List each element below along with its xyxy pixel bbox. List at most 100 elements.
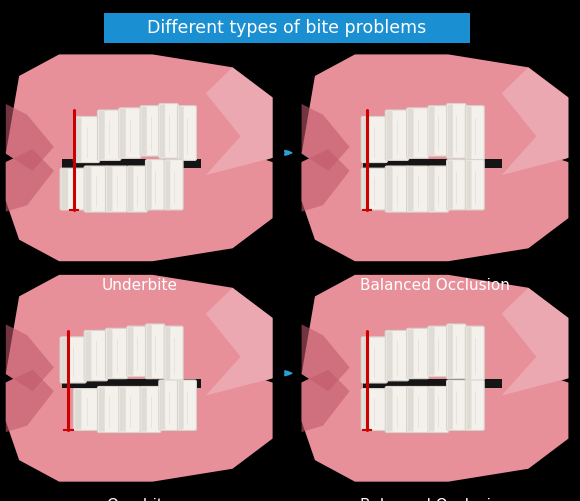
Polygon shape [6, 141, 273, 261]
FancyBboxPatch shape [146, 324, 165, 379]
FancyBboxPatch shape [361, 337, 387, 383]
FancyBboxPatch shape [99, 387, 105, 431]
FancyBboxPatch shape [60, 168, 86, 210]
Text: Different types of bite problems: Different types of bite problems [147, 19, 427, 37]
FancyBboxPatch shape [428, 386, 449, 432]
FancyBboxPatch shape [407, 108, 429, 158]
Text: Underbite: Underbite [101, 278, 177, 293]
FancyBboxPatch shape [465, 159, 484, 210]
Polygon shape [6, 325, 54, 391]
FancyBboxPatch shape [429, 107, 434, 155]
Polygon shape [502, 288, 568, 395]
FancyBboxPatch shape [165, 160, 171, 209]
FancyBboxPatch shape [407, 166, 429, 212]
FancyBboxPatch shape [385, 331, 409, 381]
FancyBboxPatch shape [75, 390, 81, 429]
FancyBboxPatch shape [179, 107, 184, 159]
FancyBboxPatch shape [408, 109, 414, 157]
Polygon shape [302, 370, 350, 432]
FancyBboxPatch shape [120, 109, 126, 157]
FancyBboxPatch shape [428, 106, 449, 156]
FancyBboxPatch shape [448, 325, 453, 378]
FancyBboxPatch shape [61, 338, 68, 382]
FancyBboxPatch shape [127, 166, 147, 212]
FancyBboxPatch shape [465, 326, 484, 381]
FancyBboxPatch shape [428, 166, 449, 212]
FancyBboxPatch shape [177, 106, 197, 160]
FancyBboxPatch shape [385, 110, 409, 160]
Polygon shape [6, 370, 54, 432]
FancyBboxPatch shape [74, 389, 100, 430]
FancyBboxPatch shape [408, 387, 414, 431]
FancyBboxPatch shape [147, 160, 152, 209]
FancyBboxPatch shape [119, 386, 141, 432]
FancyBboxPatch shape [97, 386, 121, 432]
FancyBboxPatch shape [408, 329, 414, 378]
FancyBboxPatch shape [106, 328, 128, 379]
Polygon shape [502, 67, 568, 175]
FancyBboxPatch shape [361, 116, 387, 162]
FancyBboxPatch shape [386, 111, 393, 159]
FancyBboxPatch shape [386, 387, 393, 431]
Polygon shape [302, 104, 350, 171]
Polygon shape [206, 67, 273, 175]
FancyBboxPatch shape [165, 327, 171, 380]
Text: Balanced Occlusion: Balanced Occlusion [360, 498, 510, 501]
FancyBboxPatch shape [75, 117, 81, 161]
FancyBboxPatch shape [386, 332, 393, 380]
Polygon shape [6, 104, 54, 171]
Polygon shape [302, 275, 568, 400]
Polygon shape [6, 149, 54, 212]
FancyBboxPatch shape [466, 381, 472, 429]
FancyBboxPatch shape [448, 160, 453, 209]
FancyBboxPatch shape [160, 105, 165, 157]
Polygon shape [6, 55, 273, 179]
FancyBboxPatch shape [465, 106, 484, 160]
Polygon shape [302, 149, 350, 212]
FancyBboxPatch shape [447, 159, 466, 210]
FancyBboxPatch shape [160, 381, 165, 429]
FancyBboxPatch shape [159, 380, 178, 430]
FancyBboxPatch shape [407, 386, 429, 432]
FancyBboxPatch shape [107, 167, 113, 211]
FancyBboxPatch shape [177, 380, 197, 430]
FancyBboxPatch shape [362, 390, 369, 429]
FancyBboxPatch shape [128, 167, 133, 211]
FancyBboxPatch shape [85, 167, 92, 211]
FancyBboxPatch shape [159, 104, 178, 158]
FancyBboxPatch shape [164, 159, 183, 210]
FancyBboxPatch shape [362, 338, 369, 382]
FancyBboxPatch shape [429, 327, 434, 376]
FancyBboxPatch shape [465, 380, 484, 430]
Polygon shape [302, 361, 568, 481]
FancyBboxPatch shape [385, 386, 409, 432]
FancyBboxPatch shape [164, 326, 183, 381]
FancyBboxPatch shape [466, 107, 472, 159]
FancyBboxPatch shape [361, 168, 387, 210]
Polygon shape [302, 141, 568, 261]
FancyBboxPatch shape [120, 387, 126, 431]
Polygon shape [302, 55, 568, 179]
FancyBboxPatch shape [386, 167, 393, 211]
FancyBboxPatch shape [142, 107, 147, 155]
FancyBboxPatch shape [74, 116, 100, 162]
FancyBboxPatch shape [448, 105, 453, 157]
FancyBboxPatch shape [447, 380, 466, 430]
Text: Overbite: Overbite [106, 498, 172, 501]
FancyBboxPatch shape [407, 328, 429, 379]
FancyBboxPatch shape [60, 337, 86, 383]
FancyBboxPatch shape [62, 379, 201, 388]
FancyBboxPatch shape [447, 104, 466, 158]
FancyBboxPatch shape [104, 13, 470, 43]
FancyBboxPatch shape [448, 381, 453, 429]
Text: Balanced Occlusion: Balanced Occlusion [360, 278, 510, 293]
Polygon shape [206, 288, 273, 395]
FancyBboxPatch shape [84, 331, 108, 381]
FancyBboxPatch shape [61, 169, 68, 209]
FancyBboxPatch shape [84, 166, 108, 212]
FancyBboxPatch shape [107, 329, 113, 378]
FancyBboxPatch shape [429, 387, 434, 431]
FancyBboxPatch shape [385, 166, 409, 212]
FancyBboxPatch shape [428, 326, 449, 377]
FancyBboxPatch shape [142, 387, 147, 431]
